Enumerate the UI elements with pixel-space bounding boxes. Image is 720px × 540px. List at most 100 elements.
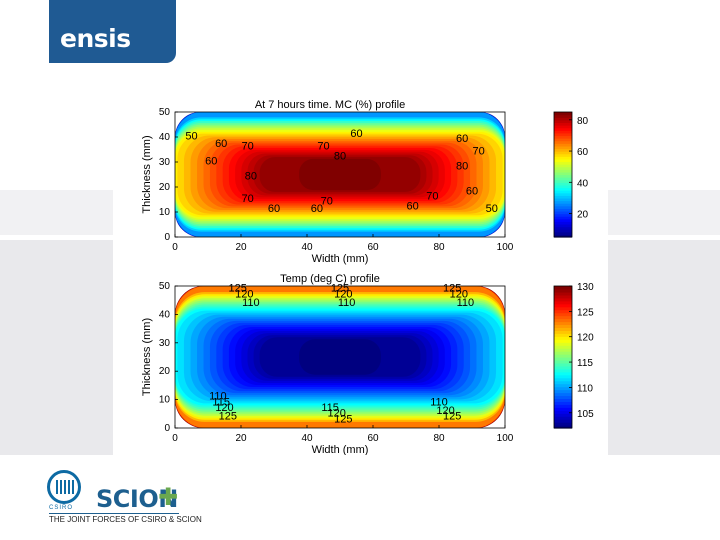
- footer-tagline: THE JOINT FORCES OF CSIRO & SCION: [49, 515, 202, 524]
- contour-label: 60: [205, 156, 217, 168]
- contour-label: 125: [219, 410, 237, 422]
- colorbar-cell: [554, 125, 572, 129]
- colorbar-cell: [554, 127, 572, 131]
- colorbar-cell: [554, 333, 572, 337]
- scion-plus-icon: ✚: [158, 483, 179, 511]
- contour-label: 70: [317, 141, 329, 153]
- y-tick-label: 0: [164, 423, 170, 434]
- colorbar-cell: [554, 210, 572, 215]
- contour-label: 120: [235, 288, 253, 300]
- colorbar-cell: [554, 407, 572, 411]
- logo-text: ensis: [60, 24, 131, 53]
- y-axis-label: Thickness (mm): [141, 135, 153, 213]
- colorbar-cell: [554, 294, 572, 299]
- contour-label: 125: [443, 283, 461, 295]
- colorbar-cell: [554, 297, 572, 302]
- colorbar-cell: [554, 380, 572, 385]
- colorbar-cell: [554, 130, 572, 134]
- colorbar-cell: [554, 226, 572, 230]
- colorbar-cell: [554, 166, 572, 170]
- contour-label: 60: [456, 133, 468, 145]
- colorbar-cell: [554, 156, 572, 160]
- y-tick-label: 0: [164, 232, 170, 243]
- colorbar-cell: [554, 425, 572, 429]
- colorbar-cell: [554, 309, 572, 314]
- colorbar-cell: [554, 229, 572, 233]
- y-tick-label: 40: [159, 309, 171, 320]
- colorbar-cell: [554, 291, 572, 296]
- y-tick-label: 40: [159, 132, 171, 143]
- colorbar-cell: [554, 336, 572, 340]
- colorbar-cell: [554, 392, 572, 397]
- colorbar-cell: [554, 203, 572, 207]
- x-axis-label: Width (mm): [312, 444, 369, 455]
- colorbar-cell: [554, 200, 572, 204]
- csiro-logo: [47, 470, 81, 504]
- contour-label: 60: [268, 203, 280, 215]
- chart-title: Temp (deg C) profile: [280, 273, 380, 285]
- colorbar-cell: [554, 318, 572, 323]
- colorbar-cell: [554, 368, 572, 373]
- colorbar-cell: [554, 374, 572, 379]
- colorbar-cell: [554, 216, 572, 220]
- csiro-label: CSIRO: [49, 505, 74, 511]
- colorbar-cell: [554, 362, 572, 367]
- colorbar-cell: [554, 354, 572, 358]
- colorbar-cell: [554, 312, 572, 317]
- colorbar-cell: [554, 164, 572, 168]
- colorbar-cell: [554, 303, 572, 308]
- colorbar-cell: [554, 348, 572, 352]
- contour-label: 120: [215, 402, 233, 414]
- colorbar-cell: [554, 213, 572, 217]
- colorbar-cell: [554, 395, 572, 400]
- contour-label: 80: [334, 151, 346, 163]
- contour-label: 70: [241, 193, 253, 205]
- colorbar-cell: [554, 404, 572, 408]
- colorbar-cell: [554, 321, 572, 326]
- x-tick-label: 100: [497, 433, 514, 444]
- colorbar-cell: [554, 179, 572, 183]
- colorbar-cell: [554, 138, 572, 142]
- contour-label: 120: [334, 288, 352, 300]
- contour-label: 125: [331, 283, 349, 295]
- colorbar-cell: [554, 398, 572, 402]
- figure-panel: 50 60 70 60 80 60 70 80 70 60 60 70 80 60 50 60 70 60 70 0 2…: [113, 88, 608, 455]
- contour-label: 110: [457, 297, 475, 309]
- ensis-logo: ensis: [49, 0, 176, 63]
- colorbar-cell: [554, 143, 572, 147]
- y-tick-label: 20: [159, 366, 171, 377]
- contour-label: 120: [328, 408, 346, 420]
- y-tick-label: 50: [159, 281, 171, 292]
- colorbar-tick-label: 105: [577, 409, 594, 420]
- colorbar-cell: [554, 371, 572, 376]
- colorbar-frame: [553, 285, 573, 429]
- colorbar-cell: [554, 114, 572, 118]
- colorbar-tick-label: 130: [577, 282, 594, 293]
- x-tick-label: 100: [497, 242, 514, 253]
- contour-label: 125: [229, 283, 247, 295]
- colorbar-cell: [554, 221, 572, 225]
- contour-label: 60: [215, 138, 227, 150]
- colorbar-cell: [554, 151, 572, 155]
- colorbar-cell: [554, 119, 572, 124]
- footer-divider: [49, 513, 179, 514]
- colorbar-cell: [554, 148, 572, 152]
- colorbar-cell: [554, 218, 572, 222]
- colorbar-cell: [554, 140, 572, 144]
- colorbar-cell: [554, 145, 572, 150]
- contour-label: 70: [472, 146, 484, 158]
- colorbar-cell: [554, 192, 572, 196]
- colorbar-cell: [554, 187, 572, 191]
- x-tick-label: 40: [301, 433, 313, 444]
- colorbar-cell: [554, 413, 572, 417]
- colorbar-cell: [554, 153, 572, 157]
- colorbar-cell: [554, 117, 572, 121]
- colorbar-cell: [554, 324, 572, 329]
- colorbar-cell: [554, 330, 572, 334]
- x-tick-label: 0: [172, 242, 178, 253]
- colorbar-cell: [554, 389, 572, 394]
- chart-title: At 7 hours time. MC (%) profile: [255, 99, 405, 111]
- colorbar-cell: [554, 177, 572, 181]
- contour-label: 125: [443, 410, 461, 422]
- contour-label: 110: [338, 297, 356, 309]
